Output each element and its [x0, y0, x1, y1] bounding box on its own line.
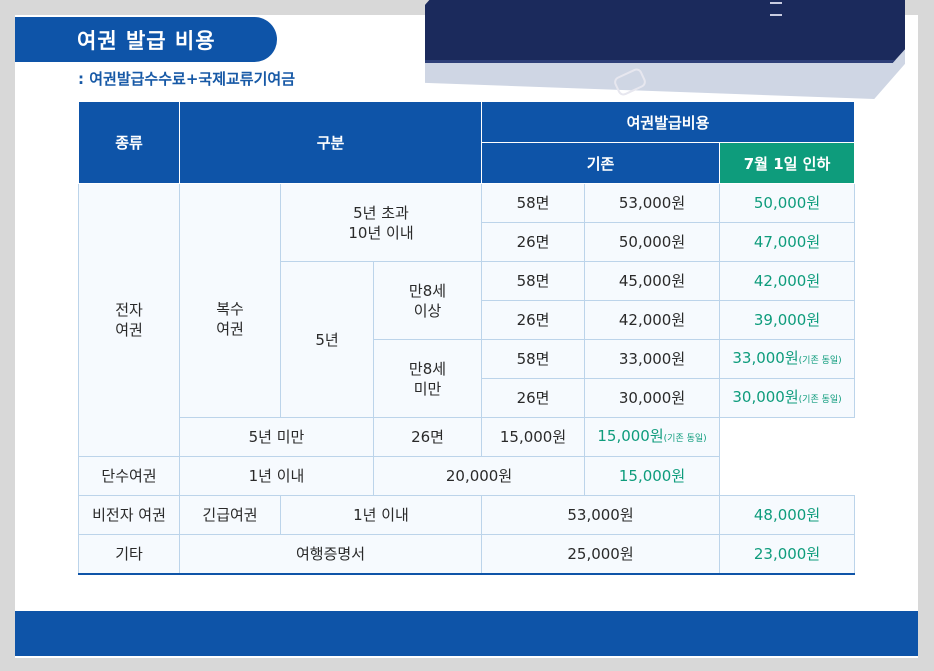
label-line: 이상 [413, 301, 442, 320]
new-fee: 39,000원 [753, 311, 821, 329]
same-as-before-note: (기존 동일) [798, 355, 842, 366]
new-fee: 23,000원 [753, 544, 821, 563]
existing-fee-cell: 25,000원 [481, 534, 721, 575]
category-emergency: 긴급여권 [179, 495, 281, 535]
label-line: 만8세 [408, 359, 447, 378]
header-type: 종류 [78, 101, 180, 184]
new-fee-cell: 23,000원 [719, 534, 856, 575]
existing-fee-cell: 33,000원 [584, 339, 721, 379]
new-fee: 50,000원 [753, 194, 821, 212]
new-fee-cell: 50,000원 [719, 183, 856, 223]
existing-fee-cell: 20,000원 [372, 456, 586, 496]
existing-fee-cell: 45,000원 [584, 261, 721, 301]
new-fee: 30,000원 [732, 387, 799, 406]
page-subtitle: : 여권발급수수료+국제교류기여금 [78, 70, 295, 88]
pages-cell: 58면 [481, 183, 586, 223]
validity-under-5-years: 5년 미만 [179, 417, 374, 457]
label-line: 여권 [115, 321, 143, 339]
existing-fee-cell: 42,000원 [584, 300, 721, 340]
label-line: 전자 [115, 301, 143, 319]
pages-cell: 26면 [481, 300, 586, 340]
new-fee: 42,000원 [753, 272, 821, 290]
new-fee: 15,000원 [618, 467, 686, 485]
label-line: 10년 이내 [348, 223, 414, 242]
type-electronic: 전자 여권 [78, 183, 180, 457]
label-line: 여권 [216, 320, 244, 338]
label-line: 복수 [216, 300, 244, 318]
new-fee-cell: 48,000원 [719, 495, 856, 535]
existing-fee-cell: 15,000원 [481, 417, 586, 457]
label-line: 미만 [413, 379, 442, 398]
header-existing: 기존 [481, 142, 721, 184]
new-fee: 33,000원 [732, 348, 799, 367]
passport-fee-table: 종류 구분 여권발급비용 기존 7월 1일 인하 전자 여권 복수 여권 5년 … [78, 101, 856, 575]
validity-over-5-years: 5년 초과 10년 이내 [279, 183, 483, 262]
new-fee-cell: 42,000원 [719, 261, 856, 301]
validity-within-1-year: 1년 이내 [179, 456, 374, 496]
pages-cell: 26면 [481, 378, 586, 418]
new-fee-cell: 39,000원 [719, 300, 856, 340]
category-multiple: 복수 여권 [179, 183, 281, 418]
type-non-electronic: 비전자 여권 [78, 495, 180, 535]
validity-within-1-year: 1년 이내 [279, 495, 483, 535]
category-travel-certificate: 여행증명서 [178, 534, 483, 575]
new-fee: 15,000원 [597, 426, 664, 445]
passport-cover [425, 0, 905, 63]
age-8-and-over: 만8세 이상 [372, 261, 483, 340]
header-category: 구분 [178, 101, 483, 184]
age-under-8: 만8세 미만 [372, 339, 483, 418]
existing-fee-cell: 50,000원 [584, 222, 721, 262]
pages-cell: 26면 [481, 222, 586, 262]
label-line: 5년 초과 [353, 203, 409, 222]
footer-band [15, 611, 918, 656]
new-fee: 48,000원 [753, 506, 821, 524]
new-fee-cell: 15,000원(기존 동일) [584, 417, 721, 457]
pages-cell: 58면 [481, 261, 586, 301]
new-fee-cell: 33,000원(기존 동일) [719, 339, 856, 379]
new-fee-cell: 47,000원 [719, 222, 856, 262]
same-as-before-note: (기존 동일) [663, 433, 707, 444]
validity-5-years: 5년 [280, 261, 374, 418]
label-line: 만8세 [408, 281, 447, 300]
new-fee-cell: 15,000원 [584, 456, 721, 496]
pages-cell: 58면 [481, 339, 586, 379]
new-fee: 47,000원 [753, 233, 821, 251]
page-title: 여권 발급 비용 [15, 17, 277, 62]
new-fee-cell: 30,000원(기존 동일) [719, 378, 856, 418]
existing-fee-cell: 53,000원 [584, 183, 721, 223]
same-as-before-note: (기존 동일) [798, 394, 842, 405]
passport-crest-icon [770, 2, 782, 16]
passport-illustration [425, 0, 905, 120]
existing-fee-cell: 30,000원 [584, 378, 721, 418]
header-new: 7월 1일 인하 [719, 142, 856, 184]
type-other: 기타 [78, 534, 180, 575]
header-fee: 여권발급비용 [481, 101, 856, 143]
existing-fee-cell: 53,000원 [481, 495, 721, 535]
pages-cell: 26면 [372, 417, 483, 457]
category-single: 단수여권 [78, 456, 180, 496]
